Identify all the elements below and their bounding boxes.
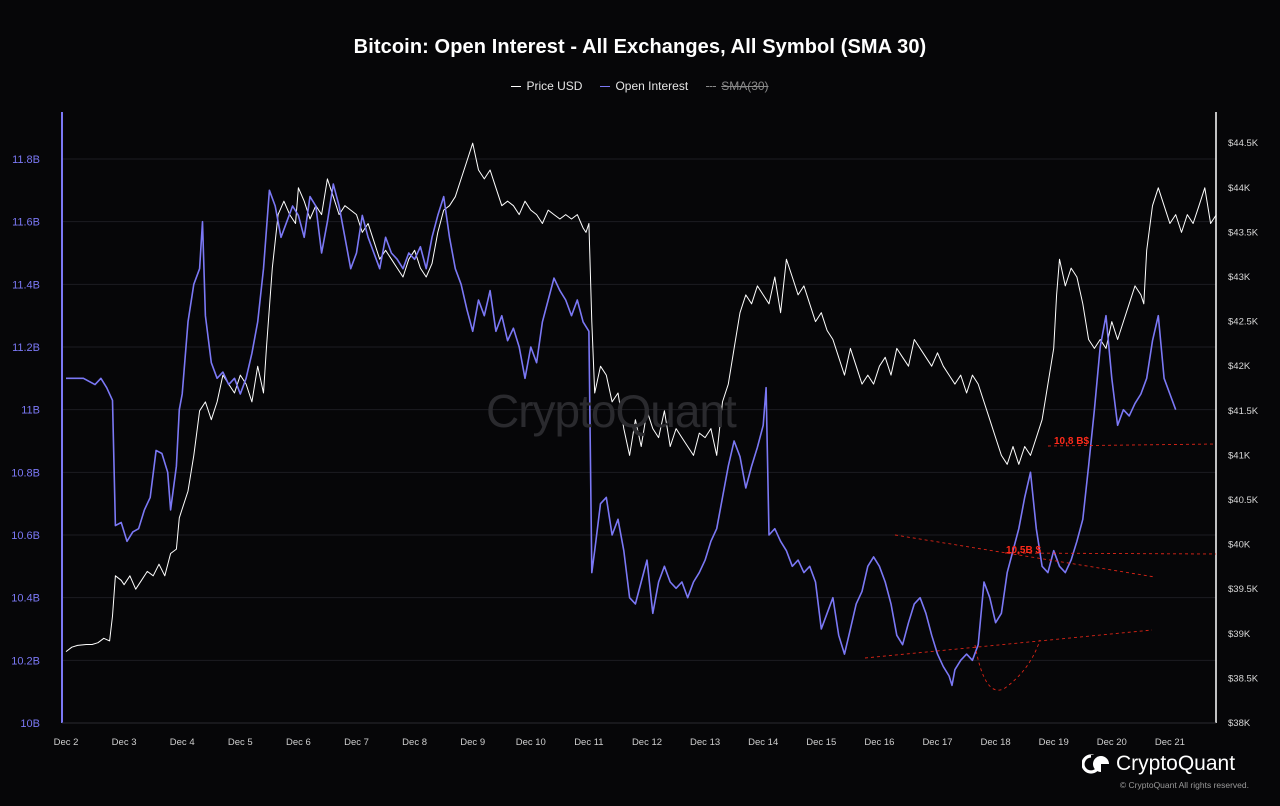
- watermark: CryptoQuant: [486, 385, 737, 437]
- annotation-label-10-8b: 10,8 B$: [1054, 436, 1089, 447]
- y-right-tick-label: $44.5K: [1228, 138, 1259, 149]
- axes: 10B 10.2B 10.4B 10.6B 10.8B 11B 11.2B 11.4B 11.6…: [11, 112, 1259, 748]
- bottom-curve: [974, 639, 1041, 691]
- x-tick-label: Dec 7: [344, 737, 369, 748]
- legend: Price USD Open Interest SMA(30): [0, 79, 1280, 93]
- annotation-label-10-5b: 10,5B $: [1006, 545, 1041, 556]
- x-tick-label: Dec 21: [1155, 737, 1185, 748]
- legend-swatch-price: [511, 85, 522, 87]
- chart-title: Bitcoin: Open Interest - All Exchanges, …: [353, 36, 927, 58]
- legend-swatch-open-interest: [600, 85, 611, 87]
- y-left-tick-label: 11B: [21, 405, 40, 417]
- x-tick-label: Dec 10: [516, 737, 546, 748]
- brand-logo: CryptoQuant: [1082, 752, 1235, 776]
- x-tick-label: Dec 4: [170, 737, 195, 748]
- annotations: 10,8 B$ 10,5B $: [864, 436, 1217, 691]
- y-left-tick-label: 11.2B: [12, 342, 40, 354]
- y-right-tick-label: $38K: [1228, 718, 1251, 729]
- price-line: [65, 142, 1217, 652]
- y-right-tick-label: $40.5K: [1228, 495, 1259, 506]
- uptrend-line: [864, 629, 1153, 659]
- y-left-tick-label: 11.8B: [12, 154, 40, 166]
- y-right-tick-label: $40K: [1228, 540, 1251, 551]
- x-tick-label: Dec 5: [228, 737, 253, 748]
- y-right-tick-label: $39.5K: [1228, 584, 1259, 595]
- legend-label-sma: SMA(30): [721, 79, 769, 93]
- legend-label-open-interest: Open Interest: [615, 79, 689, 93]
- brand-name: CryptoQuant: [1116, 752, 1236, 775]
- x-tick-label: Dec 14: [748, 737, 778, 748]
- legend-item-price[interactable]: Price USD: [511, 79, 582, 93]
- y-left-tick-label: 10.6B: [11, 530, 40, 542]
- x-tick-label: Dec 16: [864, 737, 894, 748]
- x-tick-label: Dec 2: [54, 737, 79, 748]
- resistance-line-10-5b: [1004, 552, 1217, 555]
- y-right-tick-label: $44K: [1228, 183, 1251, 194]
- copyright-text: © CryptoQuant All rights reserved.: [1119, 780, 1249, 790]
- y-right-tick-label: $43K: [1228, 272, 1251, 283]
- y-left-tick-label: 11.6B: [12, 217, 40, 229]
- y-right-tick-label: $41K: [1228, 450, 1251, 461]
- downtrend-line: [894, 534, 1156, 578]
- resistance-line-10-8b: [1047, 443, 1217, 447]
- cryptoquant-logo-icon: [1082, 754, 1109, 774]
- y-right-tick-label: $43.5K: [1228, 227, 1259, 238]
- legend-item-open-interest[interactable]: Open Interest: [600, 79, 688, 93]
- y-left-tick-label: 10B: [20, 718, 40, 730]
- x-tick-label: Dec 11: [574, 737, 603, 748]
- y-right-tick-label: $42K: [1228, 361, 1251, 372]
- y-right-tick-label: $38.5K: [1228, 673, 1259, 684]
- y-left-tick-label: 10.2B: [11, 655, 40, 667]
- legend-label-price: Price USD: [526, 79, 583, 93]
- x-tick-label: Dec 18: [981, 737, 1011, 748]
- x-tick-label: Dec 9: [460, 737, 485, 748]
- series-layer: [65, 142, 1217, 687]
- y-right-tick-label: $42.5K: [1228, 317, 1259, 328]
- x-tick-label: Dec 13: [690, 737, 720, 748]
- legend-item-sma[interactable]: SMA(30): [706, 79, 769, 93]
- y-left-tick-label: 11.4B: [12, 279, 40, 291]
- x-tick-label: Dec 15: [806, 737, 836, 748]
- y-right-tick-label: $39K: [1228, 629, 1251, 640]
- x-tick-label: Dec 19: [1039, 737, 1069, 748]
- grid: [62, 158, 1216, 661]
- y-right-tick-label: $41.5K: [1228, 406, 1259, 417]
- open-interest-line: [66, 183, 1177, 687]
- x-tick-label: Dec 20: [1097, 737, 1127, 748]
- x-tick-label: Dec 17: [922, 737, 952, 748]
- y-left-tick-label: 10.8B: [11, 467, 40, 479]
- y-left-tick-label: 10.4B: [11, 593, 40, 605]
- x-tick-label: Dec 3: [112, 737, 137, 748]
- x-tick-label: Dec 8: [402, 737, 427, 748]
- x-tick-label: Dec 6: [286, 737, 311, 748]
- legend-swatch-sma: [706, 85, 717, 87]
- x-tick-label: Dec 12: [632, 737, 662, 748]
